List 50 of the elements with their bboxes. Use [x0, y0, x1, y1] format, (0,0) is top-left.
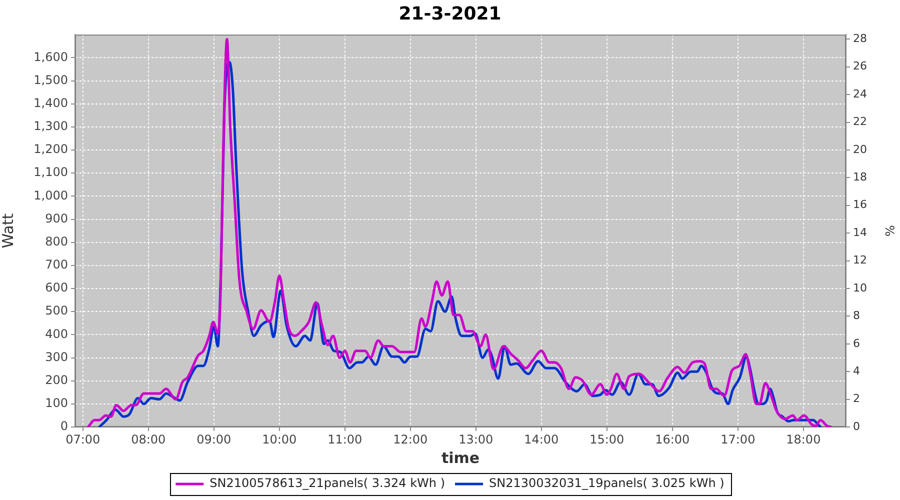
- x-tick-label: 07:00: [66, 432, 100, 446]
- x-tick-label: 16:00: [655, 432, 690, 446]
- x-tick-label: 11:00: [328, 432, 362, 446]
- x-tick-label: 17:00: [720, 432, 756, 446]
- y2-tick-label: 10: [853, 281, 867, 294]
- y-tick-label: 1,300: [34, 119, 68, 134]
- y2-tick-label: 20: [853, 142, 867, 156]
- y2-tick-label: 26: [853, 60, 867, 73]
- y2-tick-label: 2: [853, 392, 860, 406]
- y2-tick-label: 28: [853, 32, 867, 46]
- x-tick-label: 18:00: [786, 432, 821, 446]
- x-tick-label: 14:00: [524, 432, 559, 446]
- x-tick-label: 10:00: [262, 432, 297, 446]
- y-tick-label: 0: [60, 419, 68, 434]
- y-tick-label: 1,000: [34, 188, 68, 202]
- y2-tick-label: 0: [853, 420, 860, 433]
- y-tick-label: 1,600: [34, 50, 68, 64]
- y-tick-label: 800: [45, 234, 68, 248]
- y-tick-label: 300: [45, 350, 68, 364]
- y2-axis-title: %: [882, 225, 897, 237]
- x-tick-label: 08:00: [131, 432, 166, 446]
- y2-tick-label: 18: [853, 170, 867, 184]
- y2-tick-label: 16: [853, 198, 867, 212]
- y-tick-label: 1,100: [34, 165, 68, 180]
- y2-tick-label: 22: [853, 115, 867, 128]
- x-tick-label: 12:00: [393, 432, 428, 446]
- x-tick-label: 13:00: [458, 432, 494, 446]
- y2-tick-label: 12: [853, 254, 867, 267]
- y2-tick-label: 24: [853, 87, 867, 100]
- y-tick-label: 900: [45, 211, 68, 226]
- chart-title: 21-3-2021: [398, 3, 502, 24]
- y2-tick-label: 6: [853, 336, 860, 350]
- y-tick-label: 700: [45, 258, 68, 272]
- x-axis-title: time: [441, 448, 480, 467]
- legend-label: SN2130032031_19panels( 3.025 kWh ): [489, 476, 724, 490]
- x-tick-label: 09:00: [196, 432, 232, 446]
- y-tick-label: 200: [45, 372, 68, 387]
- legend-label: SN2100578613_21panels( 3.324 kWh ): [210, 476, 446, 490]
- y-tick-label: 600: [45, 280, 68, 295]
- y2-tick-label: 4: [853, 364, 860, 378]
- y-tick-label: 500: [45, 304, 68, 318]
- y-tick-label: 1,200: [34, 142, 68, 156]
- y2-tick-label: 14: [853, 226, 867, 239]
- y2-tick-label: 8: [853, 309, 860, 322]
- y-tick-label: 400: [45, 326, 68, 341]
- y-tick-label: 1,500: [34, 72, 68, 87]
- x-tick-label: 15:00: [590, 432, 624, 446]
- y-tick-label: 100: [45, 396, 68, 410]
- y-tick-label: 1,400: [34, 96, 68, 110]
- y-axis-title: Watt: [0, 213, 17, 248]
